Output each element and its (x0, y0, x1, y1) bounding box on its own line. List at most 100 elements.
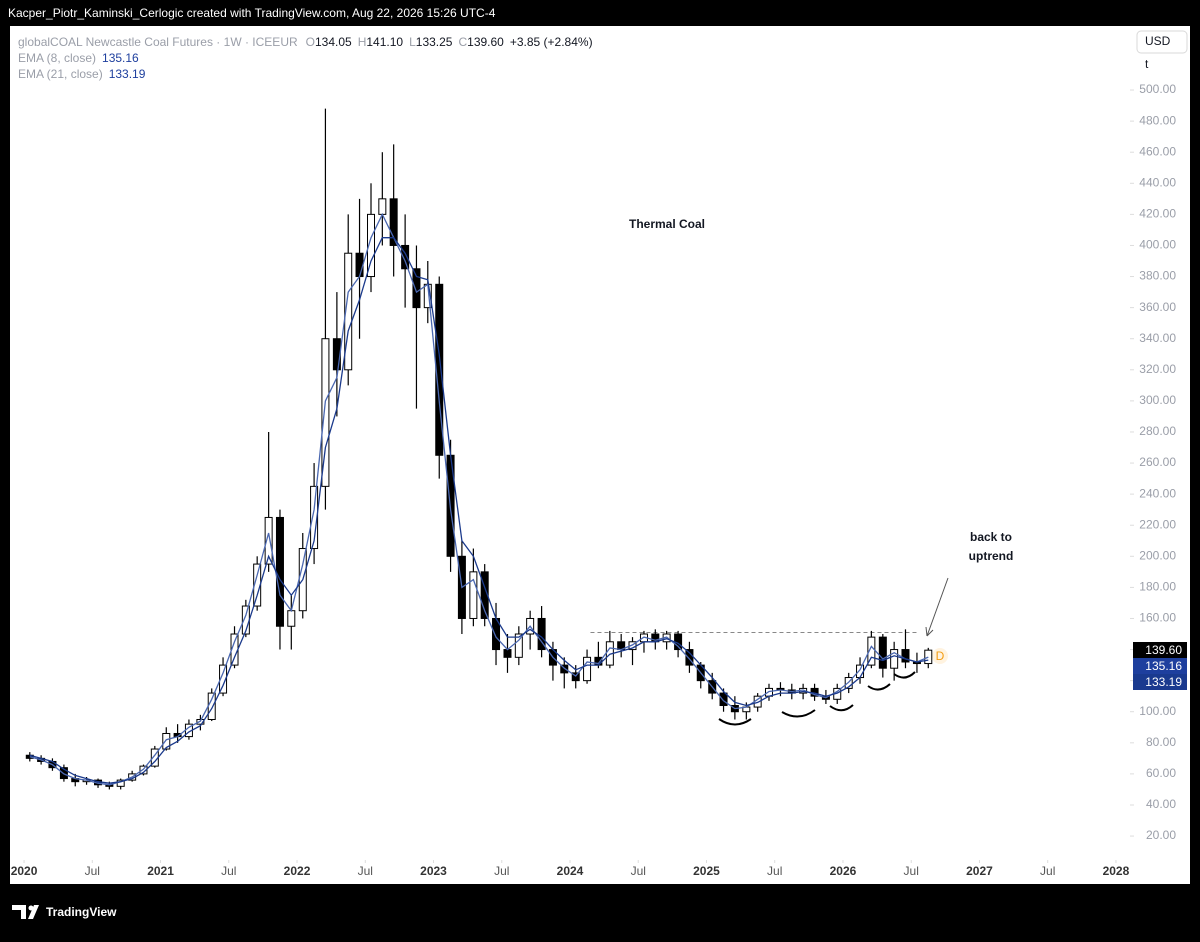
x-tick-label: Jul (631, 864, 646, 878)
x-tick-label: 2021 (147, 864, 174, 878)
candle-body (367, 213, 376, 278)
currency[interactable]: USD (1145, 34, 1171, 48)
arc (781, 709, 816, 718)
x-tick-label: Jul (904, 864, 919, 878)
candle-body (321, 338, 330, 487)
logo-dot (28, 905, 34, 911)
arc (867, 683, 891, 691)
y-tick-label: 100.00 (1139, 704, 1176, 718)
candle-body (856, 664, 865, 679)
candle-body (583, 656, 592, 682)
price-label-box (1133, 674, 1187, 690)
chart-title: Thermal Coal (629, 217, 705, 231)
y-tick-label: 240.00 (1139, 486, 1176, 500)
bottom-arcs (718, 671, 916, 726)
price-label-box (1133, 642, 1187, 658)
y-tick-label: 440.00 (1139, 175, 1176, 189)
annotation: uptrend (969, 549, 1014, 563)
x-tick-label: 2026 (830, 864, 857, 878)
x-tick-label: 2025 (693, 864, 720, 878)
candle-body (219, 664, 228, 694)
legend-ema-slow: EMA (21, close) 133.19 (18, 67, 146, 81)
candle-body (139, 765, 148, 775)
x-tick-label: Jul (358, 864, 373, 878)
legend-value: 135.16 (102, 51, 139, 65)
legend-value: 133.19 (109, 67, 146, 81)
o-label: O (306, 35, 315, 49)
legend-name: EMA (21, close) (18, 67, 103, 81)
candle-body (412, 268, 421, 309)
y-tick-label: 40.00 (1146, 797, 1176, 811)
candle-body (389, 198, 398, 246)
candle-body (878, 636, 887, 669)
candle-body (162, 732, 171, 750)
c-label: C (458, 35, 467, 49)
y-tick-label: 160.00 (1139, 611, 1176, 625)
candle-body (275, 516, 284, 627)
y-tick-label: 320.00 (1139, 362, 1176, 376)
candle-body (344, 252, 353, 371)
candle-body (469, 571, 478, 619)
legend-ema-fast: EMA (8, close) 135.16 (18, 51, 139, 65)
l-value: 133.25 (416, 35, 453, 49)
unit: t (1145, 57, 1149, 71)
y-tick-label: 220.00 (1139, 517, 1176, 531)
y-tick-label: 80.00 (1146, 735, 1176, 749)
y-tick-label: 360.00 (1139, 300, 1176, 314)
currency-button[interactable] (1136, 30, 1188, 54)
chart-area (10, 26, 1190, 884)
arc (829, 704, 854, 712)
legend-header: globalCOAL Newcastle Coal Futures · 1W ·… (18, 35, 593, 49)
price-label: 133.19 (1145, 675, 1182, 689)
y-tick-label: 380.00 (1139, 269, 1176, 283)
legend-name: EMA (8, close) (18, 51, 96, 65)
price-label: 135.16 (1145, 659, 1182, 673)
candle-body (924, 649, 933, 665)
logo-text: TradingView (46, 905, 117, 919)
x-tick-label: Jul (221, 864, 236, 878)
y-tick-label: 180.00 (1139, 580, 1176, 594)
y-tick-label: 420.00 (1139, 207, 1176, 221)
y-tick-label: 280.00 (1139, 424, 1176, 438)
x-tick-label: 2020 (11, 864, 38, 878)
change: +3.85 (+2.84%) (510, 35, 593, 49)
y-tick-label: 20.00 (1146, 828, 1176, 842)
candle-body (890, 649, 899, 669)
candle-body (287, 610, 296, 627)
price-label: 139.60 (1145, 643, 1182, 657)
y-tick-label: 400.00 (1139, 238, 1176, 252)
arrow (925, 577, 949, 637)
candle-body (207, 692, 216, 720)
x-tick-label: 2024 (557, 864, 584, 878)
annotation: back to (970, 530, 1012, 544)
top-bar-text: Kacper_Piotr_Kaminski_Cerlogic created w… (8, 6, 496, 20)
y-tick-label: 460.00 (1139, 144, 1176, 158)
h-value: 141.10 (366, 35, 403, 49)
x-tick-label: Jul (85, 864, 100, 878)
x-tick-label: 2022 (284, 864, 311, 878)
candle-body (719, 692, 728, 707)
plot: 20.0040.0060.0080.00100.00120.00140.0016… (11, 82, 1187, 878)
candle-body (503, 649, 512, 658)
logo-icon (12, 905, 39, 919)
c-value: 139.60 (467, 35, 504, 49)
candle-body (401, 244, 410, 270)
y-tick-label: 500.00 (1139, 82, 1176, 96)
arc (718, 718, 752, 726)
candle-body (310, 485, 319, 550)
candle-body (264, 516, 273, 565)
y-tick-label: 200.00 (1139, 548, 1176, 562)
h-label: H (358, 35, 367, 49)
y-tick-label: 60.00 (1146, 766, 1176, 780)
candle-body (901, 649, 910, 663)
x-tick-label: 2023 (420, 864, 447, 878)
y-tick-label: 340.00 (1139, 331, 1176, 345)
candle-body (355, 252, 364, 278)
ema-line (29, 212, 929, 786)
price-label-box (1133, 658, 1187, 674)
event-marker[interactable] (932, 648, 948, 664)
l-label: L (409, 35, 416, 49)
ema-line (29, 237, 929, 784)
event-marker-label[interactable]: D (936, 649, 945, 663)
